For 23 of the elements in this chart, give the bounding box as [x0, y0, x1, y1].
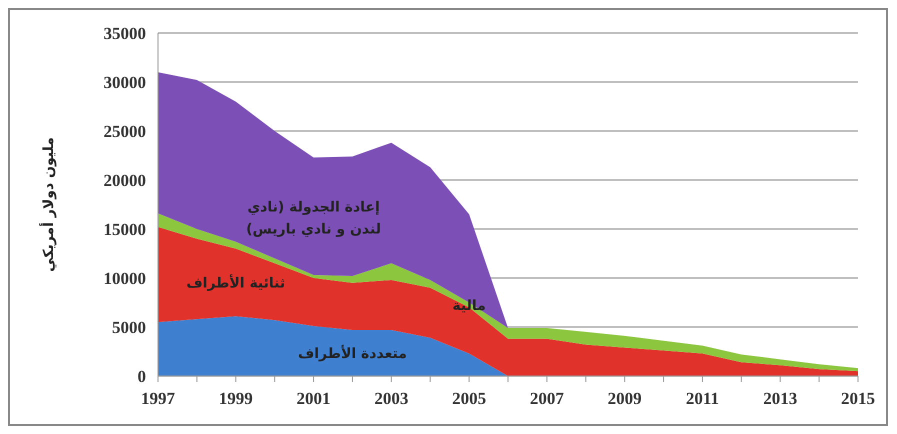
- x-tick-label: 2015: [841, 389, 875, 408]
- y-tick-label: 15000: [104, 220, 146, 239]
- series-label: ثنائية الأطراف: [186, 273, 286, 292]
- y-tick-label: 25000: [104, 122, 146, 141]
- x-tick-label: 2009: [608, 389, 642, 408]
- x-tick-label: 2001: [296, 389, 331, 408]
- y-tick-label: 10000: [104, 268, 146, 288]
- y-tick-label: 35000: [104, 24, 146, 43]
- y-tick-label: 0: [138, 366, 146, 386]
- x-tick-label: 2003: [374, 389, 408, 408]
- x-tick-label: 2005: [452, 389, 486, 408]
- x-tick-label: 2013: [763, 389, 798, 408]
- y-tick-label: 20000: [104, 170, 146, 190]
- y-tick-label: 5000: [112, 318, 146, 337]
- series-label: متعددة الأطراف: [298, 344, 407, 362]
- series-label: إعادة الجدولة (نادي لندن و نادي باريس): [246, 199, 381, 238]
- x-tick-label: 2007: [530, 389, 564, 408]
- x-tick-label: 1999: [218, 389, 253, 408]
- x-tick-label: 1997: [141, 389, 176, 408]
- series-label: مالية: [452, 298, 486, 314]
- y-axis-title: مليون دولار أمريكي: [39, 137, 57, 272]
- y-tick-label: 30000: [104, 72, 146, 92]
- x-tick-label: 2011: [686, 389, 719, 408]
